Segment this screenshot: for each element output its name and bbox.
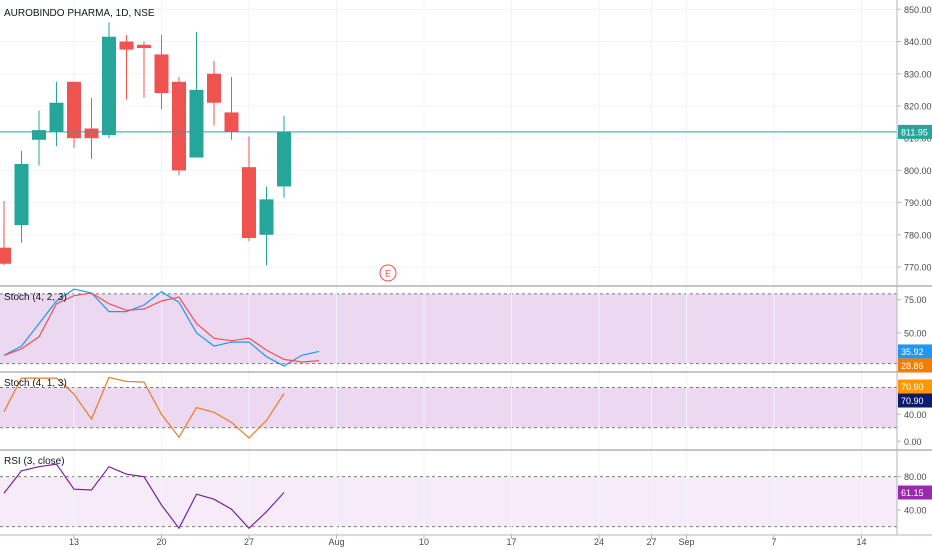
candle-body — [259, 199, 274, 235]
y-tick-label: 780.00 — [904, 230, 932, 240]
y-tick-label: 80.00 — [904, 472, 927, 482]
indicator-title: RSI (3, close) — [4, 456, 65, 467]
candle-body — [102, 36, 116, 135]
chart-series — [0, 22, 897, 530]
indicator-line — [3, 463, 285, 530]
x-tick-label: 17 — [506, 537, 516, 547]
last-price-label: 811.95 — [901, 127, 928, 137]
y-tick-label: 830.00 — [904, 69, 932, 79]
y-tick-label: 850.00 — [904, 5, 932, 15]
earnings-marker-label: E — [385, 269, 391, 279]
candle-body — [49, 102, 64, 132]
value-tag-label: 70.90 — [901, 382, 924, 392]
candle-body — [137, 44, 151, 48]
value-tag-label: 28.86 — [901, 361, 924, 371]
y-tick-label: 800.00 — [904, 166, 932, 176]
candle-body — [14, 163, 29, 226]
x-tick-label: Aug — [328, 537, 344, 547]
chart-title: AUROBINDO PHARMA, 1D, NSE — [4, 8, 155, 19]
candle-body — [189, 89, 204, 158]
value-tag-label: 70.90 — [901, 396, 924, 406]
indicator-line — [3, 288, 320, 367]
candle-body — [224, 112, 239, 132]
candle-body — [0, 247, 11, 264]
value-tag-label: 35.92 — [901, 347, 924, 357]
candle-body — [32, 130, 46, 140]
x-tick-label: 14 — [856, 537, 866, 547]
y-tick-label: 790.00 — [904, 198, 932, 208]
candle-body — [119, 41, 134, 50]
indicator-line — [3, 292, 320, 363]
x-tick-label: 20 — [156, 537, 166, 547]
x-tick-label: 27 — [244, 537, 254, 547]
earnings-marker — [379, 264, 397, 282]
y-tick-label: 50.00 — [904, 328, 927, 338]
candle-body — [207, 73, 221, 103]
y-tick-label: 820.00 — [904, 101, 932, 111]
value-tag — [898, 393, 932, 408]
x-tick-label: 24 — [594, 537, 604, 547]
indicator-title: Stoch (4, 1, 3) — [4, 378, 67, 389]
indicator-line — [3, 376, 285, 439]
x-tick-label: 7 — [771, 537, 776, 547]
candle-body — [67, 81, 81, 139]
value-tag — [898, 485, 932, 500]
candle-body — [172, 81, 186, 171]
chart-grid — [0, 0, 897, 535]
x-tick-label: 10 — [419, 537, 429, 547]
candle-body — [277, 131, 291, 187]
y-tick-label: 770.00 — [904, 262, 932, 272]
indicator-bands — [0, 293, 897, 528]
candle-body — [242, 167, 256, 239]
value-tag — [898, 379, 932, 394]
indicator-title: Stoch (4, 2, 3) — [4, 292, 67, 303]
x-tick-label: Sep — [678, 537, 694, 547]
y-tick-label: 840.00 — [904, 37, 932, 47]
value-tag-label: 61.15 — [901, 488, 924, 498]
y-tick-label: 40.00 — [904, 506, 927, 516]
x-tick-label: 13 — [69, 537, 79, 547]
indicator-band — [0, 293, 897, 364]
value-tag — [898, 344, 932, 359]
indicator-band — [0, 387, 897, 428]
chart-labels: 770.00780.00790.00800.00810.00820.00830.… — [4, 5, 932, 547]
indicator-band — [0, 476, 897, 527]
y-tick-label: 40.00 — [904, 410, 927, 420]
y-tick-label: 75.00 — [904, 295, 927, 305]
value-tag — [898, 358, 932, 373]
x-tick-label: 27 — [646, 537, 656, 547]
last-price-tag — [898, 124, 932, 139]
candle-body — [84, 128, 99, 139]
y-tick-label: 0.00 — [904, 437, 922, 447]
candle-body — [154, 54, 169, 94]
